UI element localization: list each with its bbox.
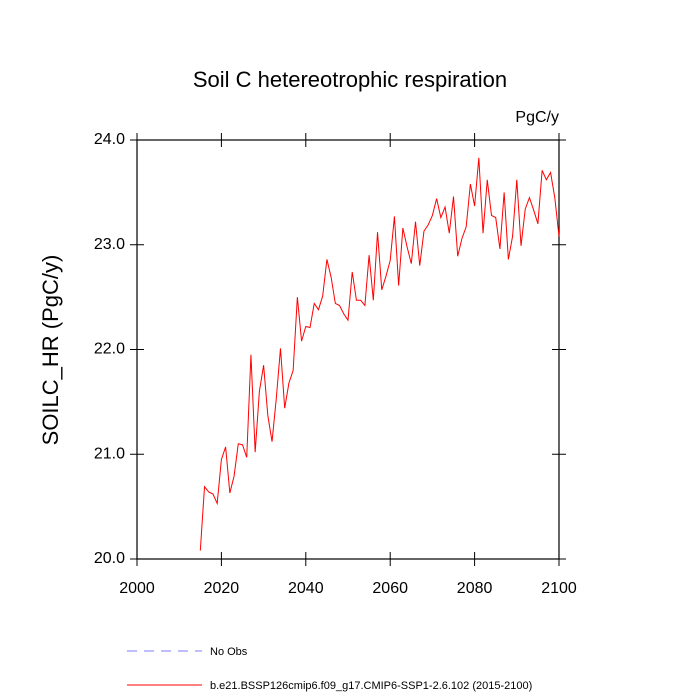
x-tick-label: 2000 [119, 580, 155, 597]
y-tick-label: 24.0 [94, 131, 125, 148]
x-tick-label: 2060 [372, 580, 408, 597]
chart-title: Soil C hetereotrophic respiration [193, 67, 507, 92]
legend-label: b.e21.BSSP126cmip6.f09_g17.CMIP6-SSP1-2.… [210, 680, 532, 692]
x-tick-label: 2100 [541, 580, 577, 597]
y-tick-label: 21.0 [94, 445, 125, 462]
y-tick-label: 20.0 [94, 550, 125, 567]
data-line [199, 157, 560, 551]
plot-frame [136, 139, 560, 560]
units-label: PgC/y [515, 109, 559, 126]
y-axis-label: SOILC_HR (PgC/y) [38, 255, 63, 446]
y-tick-label: 22.0 [94, 341, 125, 358]
legend-label: No Obs [210, 646, 248, 658]
y-tick-label: 23.0 [94, 236, 125, 253]
x-tick-label: 2080 [457, 580, 493, 597]
x-tick-label: 2020 [204, 580, 240, 597]
x-tick-label: 2040 [288, 580, 324, 597]
